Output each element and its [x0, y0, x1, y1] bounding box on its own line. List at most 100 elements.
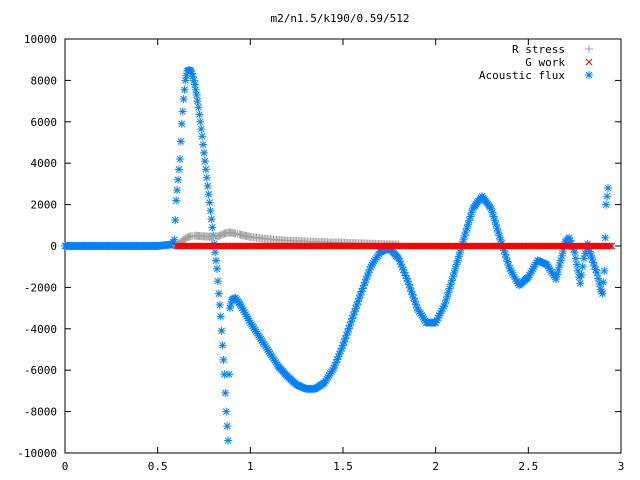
- legend-marker: [585, 45, 593, 53]
- data-point: [332, 358, 341, 367]
- data-point: [577, 270, 586, 279]
- data-point: [606, 242, 614, 250]
- data-point: [216, 312, 225, 321]
- x-axis: 0 0.5 1 1.5 2 2.5 3: [62, 39, 625, 473]
- x-tick-label: 3: [618, 460, 625, 473]
- data-point: [173, 186, 182, 195]
- y-tick-label: -6000: [24, 364, 57, 377]
- data-point: [214, 289, 223, 298]
- data-point: [172, 196, 181, 205]
- data-point: [175, 155, 184, 164]
- data-point: [586, 251, 595, 260]
- data-point: [222, 407, 231, 416]
- data-point: [603, 192, 612, 201]
- legend-marker: [585, 58, 593, 66]
- legend-label: Acoustic flux: [479, 69, 565, 82]
- data-point: [204, 190, 213, 199]
- data-point: [202, 173, 211, 182]
- data-point: [599, 278, 608, 287]
- data-point: [200, 148, 208, 157]
- y-tick-label: -8000: [24, 406, 57, 419]
- data-point: [572, 260, 581, 269]
- y-tick-label: -2000: [24, 281, 57, 294]
- data-point: [578, 262, 587, 271]
- chart-title: m2/n1.5/k190/0.59/512: [270, 12, 409, 25]
- x-tick-label: 2.5: [518, 460, 538, 473]
- x-tick-label: 0: [62, 460, 69, 473]
- data-point: [459, 235, 468, 244]
- data-point: [225, 304, 234, 313]
- data-point: [445, 284, 454, 293]
- x-tick-label: 1: [247, 460, 254, 473]
- data-point: [460, 231, 469, 240]
- data-point: [201, 165, 210, 174]
- data-point: [217, 326, 226, 335]
- data-point: [601, 233, 610, 242]
- data-point: [594, 274, 603, 283]
- data-point: [219, 355, 228, 364]
- data-point: [190, 80, 199, 89]
- data-point: [444, 288, 453, 297]
- data-point: [174, 165, 183, 174]
- data-point: [576, 279, 585, 288]
- data-point: [602, 200, 611, 209]
- y-tick-label: 0: [50, 240, 57, 253]
- data-point: [197, 125, 206, 134]
- data-point: [223, 422, 232, 431]
- x-tick-label: 0.5: [148, 460, 168, 473]
- data-point: [174, 175, 183, 184]
- data-point: [170, 235, 179, 244]
- data-point: [200, 157, 209, 166]
- data-point: [195, 110, 204, 119]
- data-point: [198, 132, 207, 141]
- data-point: [208, 223, 217, 232]
- data-point: [179, 95, 188, 104]
- data-point: [604, 184, 613, 193]
- data-point: [570, 248, 579, 257]
- data-point: [213, 277, 222, 286]
- data-point: [605, 242, 612, 250]
- data-point: [453, 256, 462, 265]
- legend-label: G work: [525, 56, 565, 69]
- data-point: [452, 260, 461, 269]
- data-point: [600, 266, 609, 275]
- data-point: [571, 254, 580, 263]
- series-layer: [61, 66, 616, 445]
- data-point: [171, 216, 180, 225]
- data-point: [178, 107, 187, 116]
- data-point: [592, 268, 601, 277]
- y-tick-label: 4000: [31, 157, 58, 170]
- data-point: [192, 90, 201, 99]
- legend-label: R stress: [512, 43, 565, 56]
- data-point: [212, 256, 221, 265]
- data-point: [177, 119, 186, 128]
- data-point: [503, 257, 512, 266]
- y-tick-label: 8000: [31, 74, 58, 87]
- data-point: [211, 248, 220, 257]
- data-point: [194, 103, 203, 112]
- legend-marker: [585, 71, 593, 79]
- data-point: [199, 140, 208, 149]
- y-tick-label: 10000: [24, 33, 57, 46]
- y-tick-label: 6000: [31, 116, 58, 129]
- data-point: [598, 289, 607, 298]
- data-point: [180, 85, 189, 94]
- data-point: [215, 300, 224, 309]
- data-point: [218, 341, 227, 350]
- series-g-work: [172, 242, 616, 250]
- y-tick-label: 2000: [31, 199, 58, 212]
- data-point: [465, 216, 474, 225]
- data-point: [193, 97, 202, 106]
- data-point: [212, 264, 221, 273]
- data-point: [221, 388, 230, 397]
- data-point: [454, 252, 463, 261]
- y-tick-label: -10000: [17, 447, 57, 460]
- data-point: [188, 72, 197, 81]
- data-point: [205, 198, 214, 207]
- x-tick-label: 1.5: [333, 460, 353, 473]
- data-point: [196, 117, 205, 126]
- data-point: [579, 254, 588, 263]
- data-point: [191, 85, 200, 94]
- data-point: [206, 206, 215, 215]
